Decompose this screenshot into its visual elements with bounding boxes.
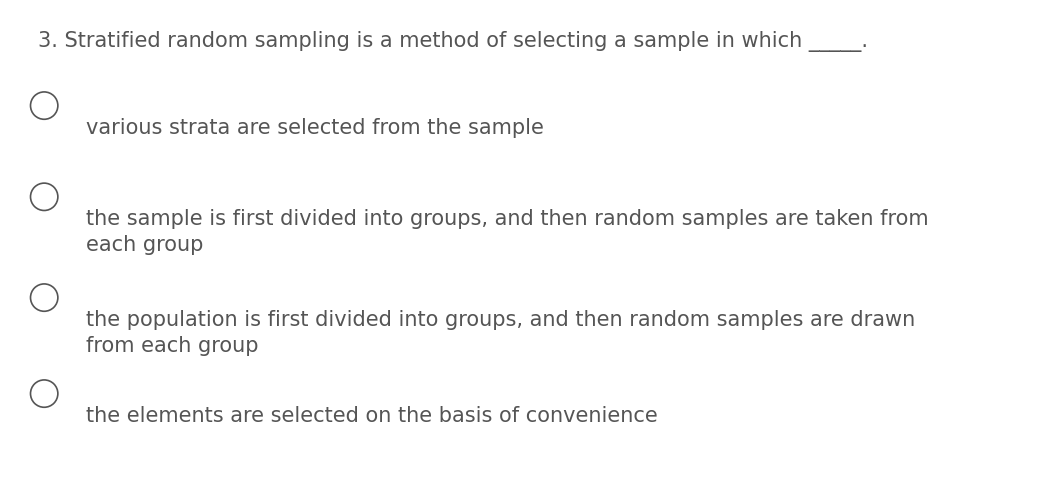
Text: 3. Stratified random sampling is a method of selecting a sample in which _____.: 3. Stratified random sampling is a metho… [38,31,868,52]
Text: the sample is first divided into groups, and then random samples are taken from
: the sample is first divided into groups,… [86,209,929,255]
Text: various strata are selected from the sample: various strata are selected from the sam… [86,118,544,138]
Text: the population is first divided into groups, and then random samples are drawn
f: the population is first divided into gro… [86,310,915,356]
Text: the elements are selected on the basis of convenience: the elements are selected on the basis o… [86,406,658,426]
